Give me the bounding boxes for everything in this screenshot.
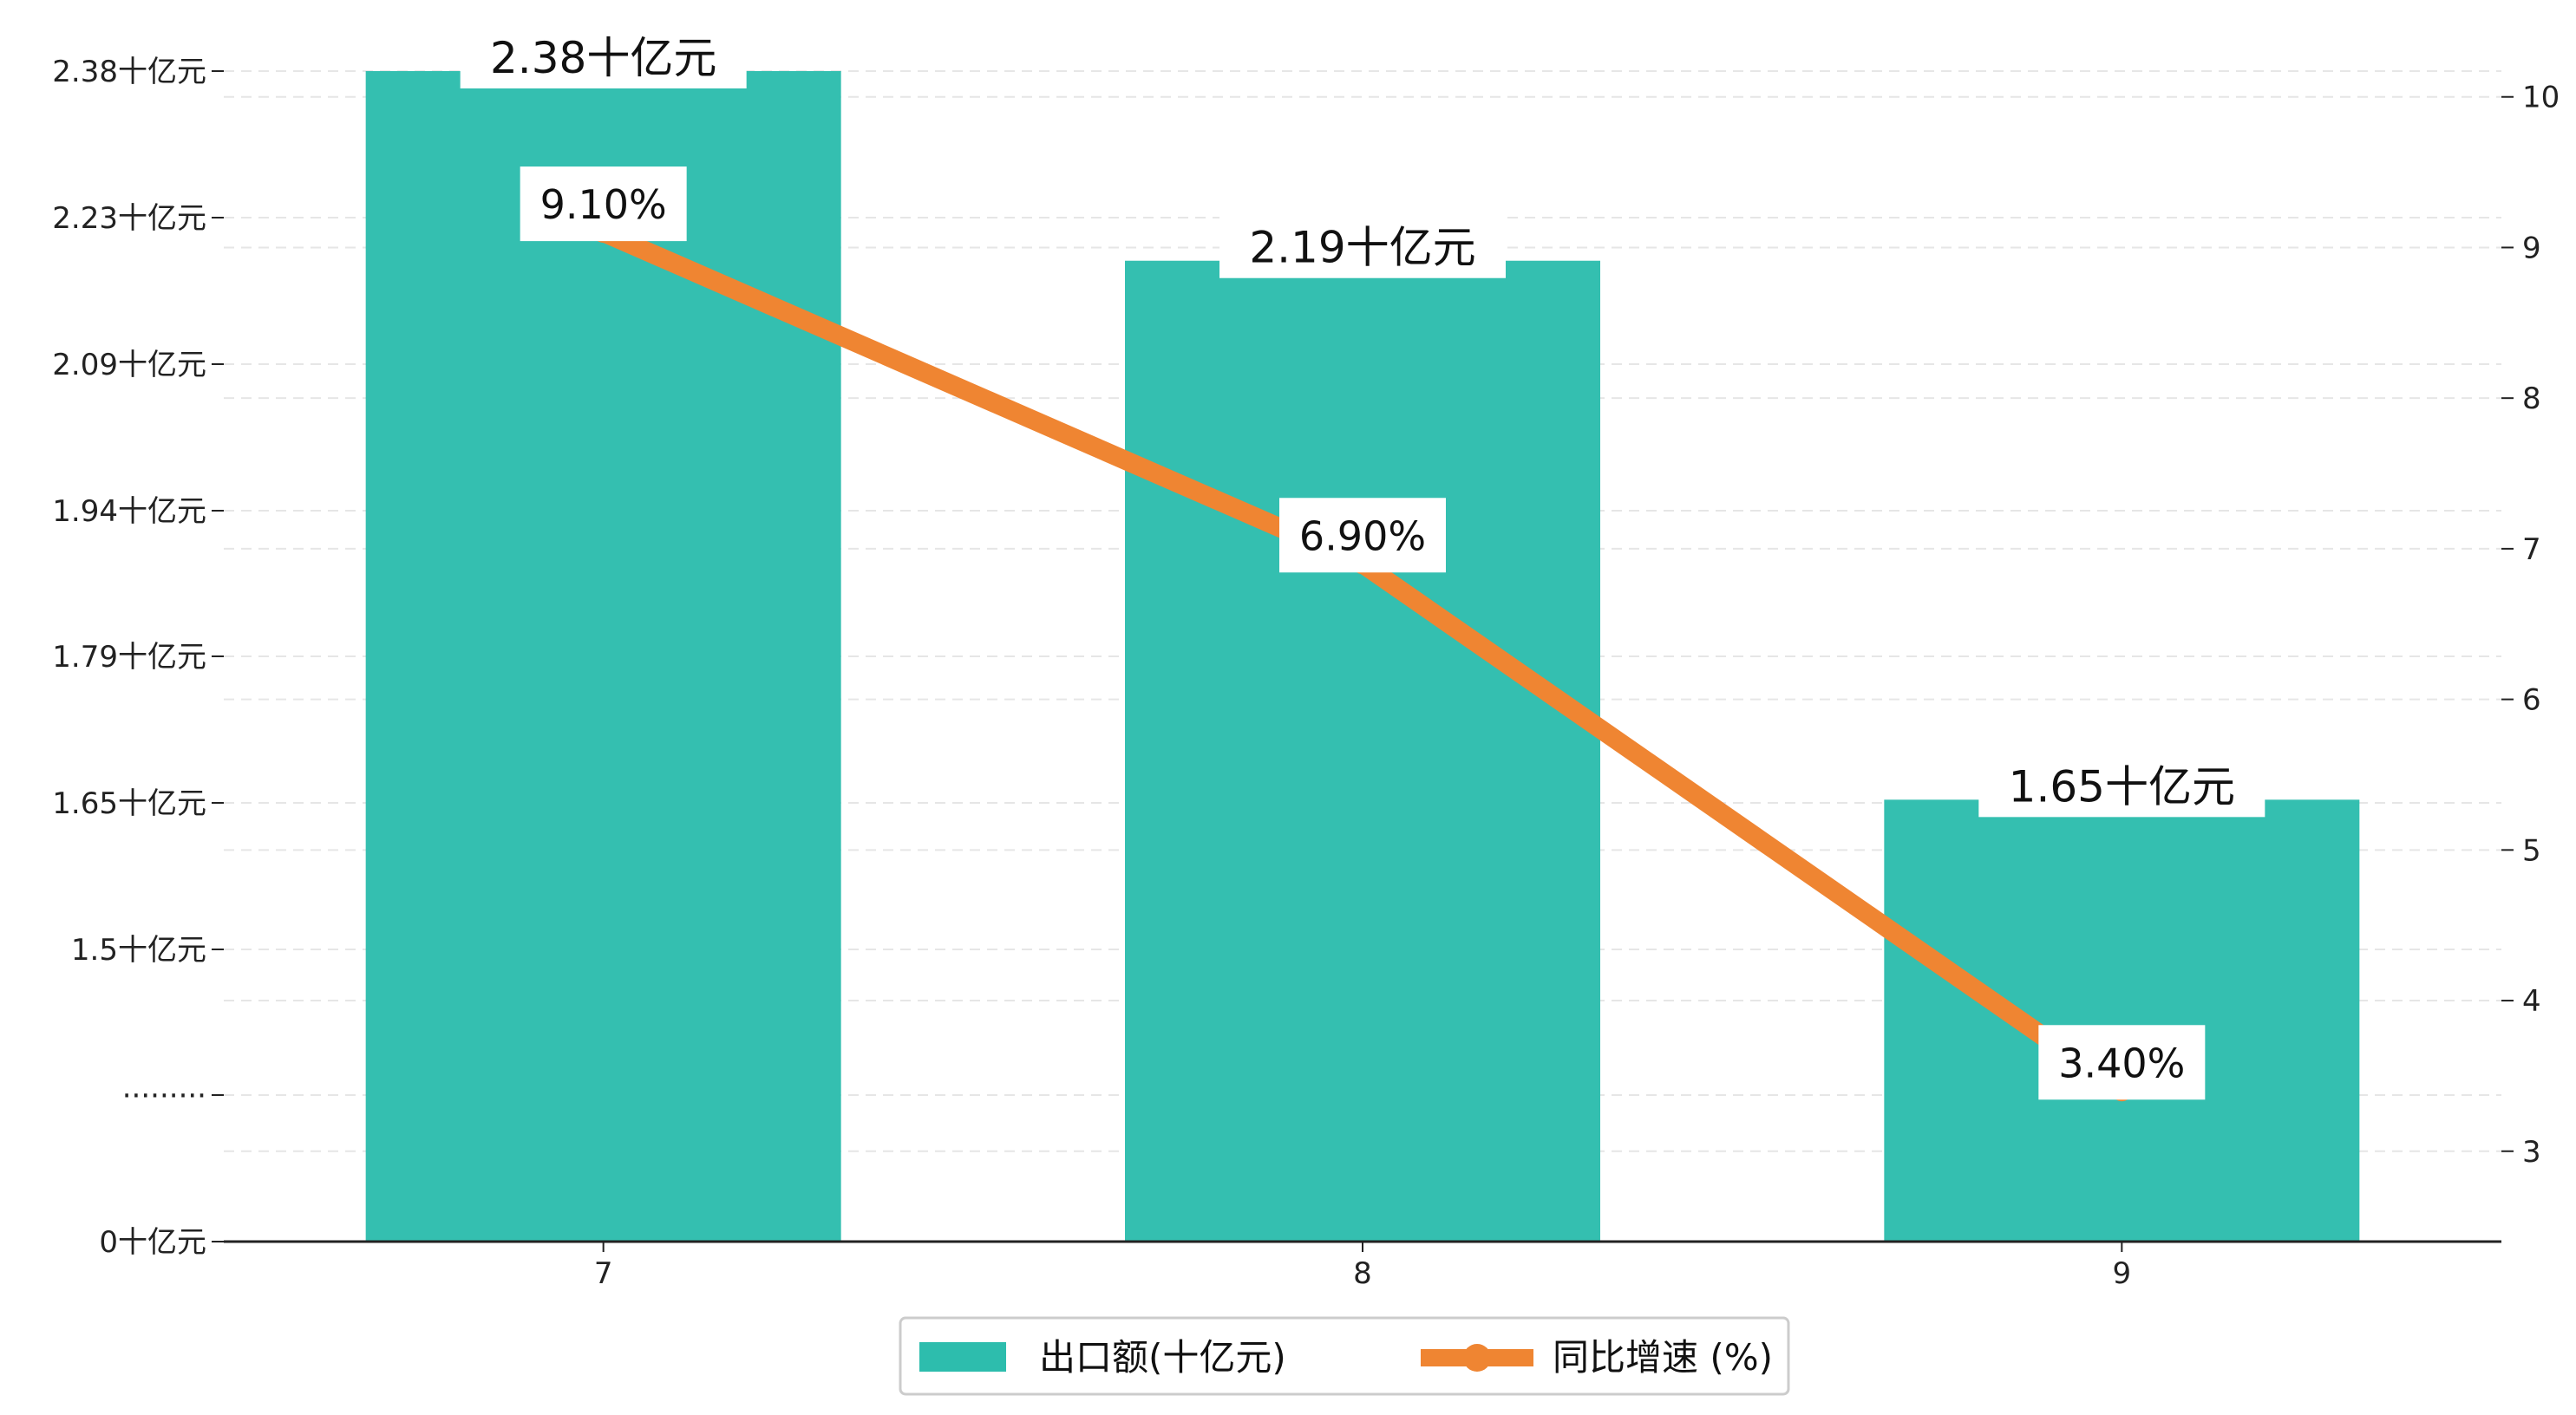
right-tick-label: 6 [2522,683,2541,718]
left-tick-label: 0十亿元 [99,1225,206,1260]
bar-label-box [460,26,747,88]
axes: 7 8 9 0十亿元 ········· 1.5十亿元 1.65十亿元 1.79十亿元 1.94… [52,55,2560,1291]
left-tick-label: 2.38十亿元 [52,55,206,89]
line-value-label: 3.40% [2058,1040,2185,1086]
left-tick-label: 1.79十亿元 [52,640,206,675]
bar-9 [1884,799,2360,1242]
bar-value-label: 1.65十亿元 [2009,761,2235,812]
line-label-box [1279,498,1446,573]
bar-value-label: 2.19十亿元 [1249,223,1475,273]
left-tick-label: 2.23十亿元 [52,201,206,236]
right-tick-label: 9 [2522,231,2541,265]
line-value-label: 6.90% [1299,512,1426,559]
legend-swatch-marker [1463,1344,1491,1372]
line-label-box [520,166,687,242]
left-tick-label: 1.5十亿元 [71,933,206,968]
line-label-box [2038,1025,2206,1100]
data-labels: 2.38十亿元 2.19十亿元 1.65十亿元 9.10% 6.90% 3.40% [460,26,2265,1100]
x-tick-label: 7 [594,1256,613,1291]
bar-8 [1125,260,1600,1242]
left-tick-label: 1.65十亿元 [52,786,206,821]
legend[interactable]: 出口额(十亿元) 同比增速 (%) [899,1316,1790,1396]
bar-label-box [1978,754,2265,818]
bar-value-label: 2.38十亿元 [490,33,716,83]
legend-label-line: 同比增速 (%) [1553,1336,1773,1379]
left-tick-label: ········· [122,1079,206,1113]
left-tick-label: 2.09十亿元 [52,348,206,382]
legend-label-bar: 出口额(十亿元) [1039,1336,1286,1379]
legend-swatch-bar [919,1342,1006,1372]
bar-7 [365,71,841,1242]
right-tick-label: 10 [2522,81,2560,115]
x-tick-label: 9 [2113,1256,2132,1291]
bar-series [365,71,2360,1242]
right-tick-label: 4 [2522,984,2541,1019]
x-tick-label: 8 [1353,1256,1372,1291]
right-tick-label: 5 [2522,833,2541,868]
bar-label-box [1219,215,1506,278]
legend-box [899,1316,1790,1396]
left-tick-label: 1.94十亿元 [52,494,206,529]
right-tick-label: 8 [2522,381,2541,416]
right-tick-label: 3 [2522,1135,2541,1170]
right-tick-label: 7 [2522,532,2541,567]
line-value-label: 9.10% [540,181,667,228]
